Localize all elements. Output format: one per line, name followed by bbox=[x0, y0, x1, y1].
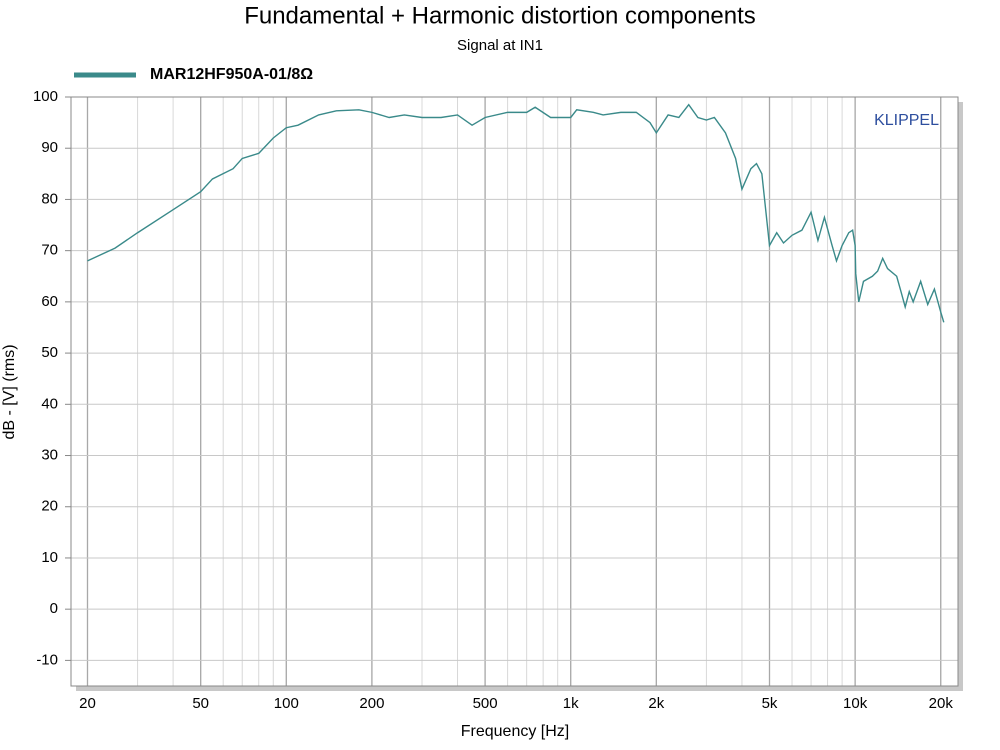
y-tick-label: 10 bbox=[41, 549, 58, 566]
x-tick-label: 10k bbox=[843, 695, 868, 712]
y-axis-label: dB - [V] (rms) bbox=[1, 344, 18, 439]
y-tick-label: 50 bbox=[41, 344, 58, 361]
y-tick-label: 90 bbox=[41, 139, 58, 156]
y-tick-label: -10 bbox=[36, 651, 58, 668]
data-line bbox=[87, 103, 945, 323]
x-tick-label: 1k bbox=[563, 695, 579, 712]
y-tick-label: 20 bbox=[41, 498, 58, 515]
x-axis-label: Frequency [Hz] bbox=[461, 723, 569, 740]
y-tick-label: 70 bbox=[41, 242, 58, 259]
x-tick-label: 2k bbox=[648, 695, 664, 712]
x-tick-label: 200 bbox=[359, 695, 384, 712]
y-tick-label: 0 bbox=[50, 600, 58, 617]
x-tick-label: 100 bbox=[274, 695, 299, 712]
x-tick-label: 5k bbox=[762, 695, 778, 712]
chart-subtitle: Signal at IN1 bbox=[457, 37, 543, 54]
y-tick-label: 30 bbox=[41, 446, 58, 463]
y-tick-label: 100 bbox=[33, 88, 58, 105]
chart-title: Fundamental + Harmonic distortion compon… bbox=[244, 2, 756, 29]
x-tick-label: 50 bbox=[192, 695, 209, 712]
legend-label: MAR12HF950A-01/8Ω bbox=[150, 66, 313, 83]
grid bbox=[65, 96, 959, 687]
y-tick-label: 60 bbox=[41, 293, 58, 310]
plot-area bbox=[71, 97, 958, 686]
x-tick-label: 20 bbox=[79, 695, 96, 712]
plot-border bbox=[70, 96, 959, 687]
y-tick-label: 80 bbox=[41, 190, 58, 207]
annotation: KLIPPEL bbox=[874, 112, 939, 129]
x-tick-label: 20k bbox=[929, 695, 954, 712]
x-tick-label: 500 bbox=[473, 695, 498, 712]
y-tick-label: 40 bbox=[41, 395, 58, 412]
marks bbox=[87, 103, 945, 323]
